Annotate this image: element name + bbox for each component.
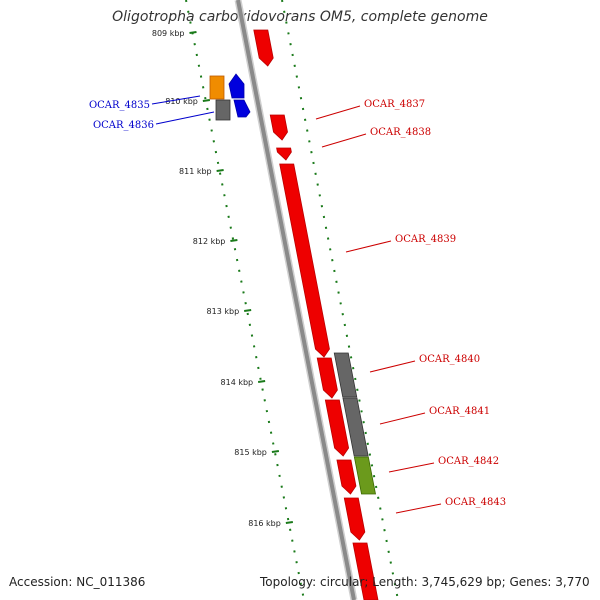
gene-label: OCAR_4838 xyxy=(370,127,431,138)
gene-label: OCAR_4843 xyxy=(445,497,506,508)
olive-feature-4842 xyxy=(353,456,376,495)
gene-label: OCAR_4837 xyxy=(364,99,425,110)
gene-leader-line xyxy=(379,412,426,425)
ruler-tick xyxy=(271,450,280,453)
ruler-label: 813 kbp xyxy=(207,307,240,316)
accession-label: Accession: NC_011386 xyxy=(9,575,146,589)
cds-feature-4841 xyxy=(324,399,350,457)
ruler-tick xyxy=(202,99,211,102)
ruler-label: 811 kbp xyxy=(179,167,212,176)
cds-feature-4838 xyxy=(276,147,292,161)
cds-feature-top xyxy=(253,29,274,67)
gene-leader-line xyxy=(345,240,392,253)
gene-leader-line xyxy=(321,133,367,148)
gene-label: OCAR_4841 xyxy=(429,406,490,417)
cds-feature-bottom xyxy=(352,542,379,600)
orange-feature-4835 xyxy=(209,75,225,100)
ruler-label: 814 kbp xyxy=(221,378,254,387)
backbone-line xyxy=(236,0,356,600)
ruler-label: 809 kbp xyxy=(152,29,185,38)
blue-feature-4835 xyxy=(228,73,245,99)
map-title: Oligotropha carboxidovorans OM5, complet… xyxy=(112,9,488,25)
gray-feature-4841 xyxy=(342,397,369,457)
ruler-label: 815 kbp xyxy=(234,448,267,457)
ruler-tick xyxy=(216,169,224,172)
blue-feature-4836 xyxy=(233,99,251,118)
ruler-tick xyxy=(285,521,293,524)
gc-track-left xyxy=(185,0,305,600)
cds-feature-4839 xyxy=(279,163,330,358)
cds-feature-4842 xyxy=(336,459,357,495)
gray-feature-4840 xyxy=(333,352,358,398)
gene-leader-line xyxy=(155,111,215,125)
gene-leader-line xyxy=(315,105,361,120)
gene-label: OCAR_4842 xyxy=(438,456,499,467)
gray-feature-4836 xyxy=(215,99,231,121)
ruler-label: 816 kbp xyxy=(248,519,281,528)
ruler-label: 810 kbp xyxy=(165,97,198,106)
gene-label: OCAR_4836 xyxy=(93,120,154,131)
cds-feature-4843 xyxy=(343,497,366,541)
ruler-label: 812 kbp xyxy=(193,237,226,246)
gene-label: OCAR_4835 xyxy=(89,100,150,111)
gene-label: OCAR_4840 xyxy=(419,354,480,365)
cds-feature-4837 xyxy=(269,114,288,141)
ruler-tick xyxy=(189,31,197,34)
gene-leader-line xyxy=(369,360,416,373)
cds-feature-4840 xyxy=(316,357,338,399)
gene-leader-line xyxy=(151,95,201,105)
gene-leader-line xyxy=(388,462,435,473)
ruler-tick xyxy=(244,309,252,312)
gene-leader-line xyxy=(395,503,442,514)
gene-label: OCAR_4839 xyxy=(395,234,456,245)
ruler-tick xyxy=(257,380,266,383)
genome-stats-label: Topology: circular; Length: 3,745,629 bp… xyxy=(260,575,590,589)
ruler-tick xyxy=(230,239,238,242)
